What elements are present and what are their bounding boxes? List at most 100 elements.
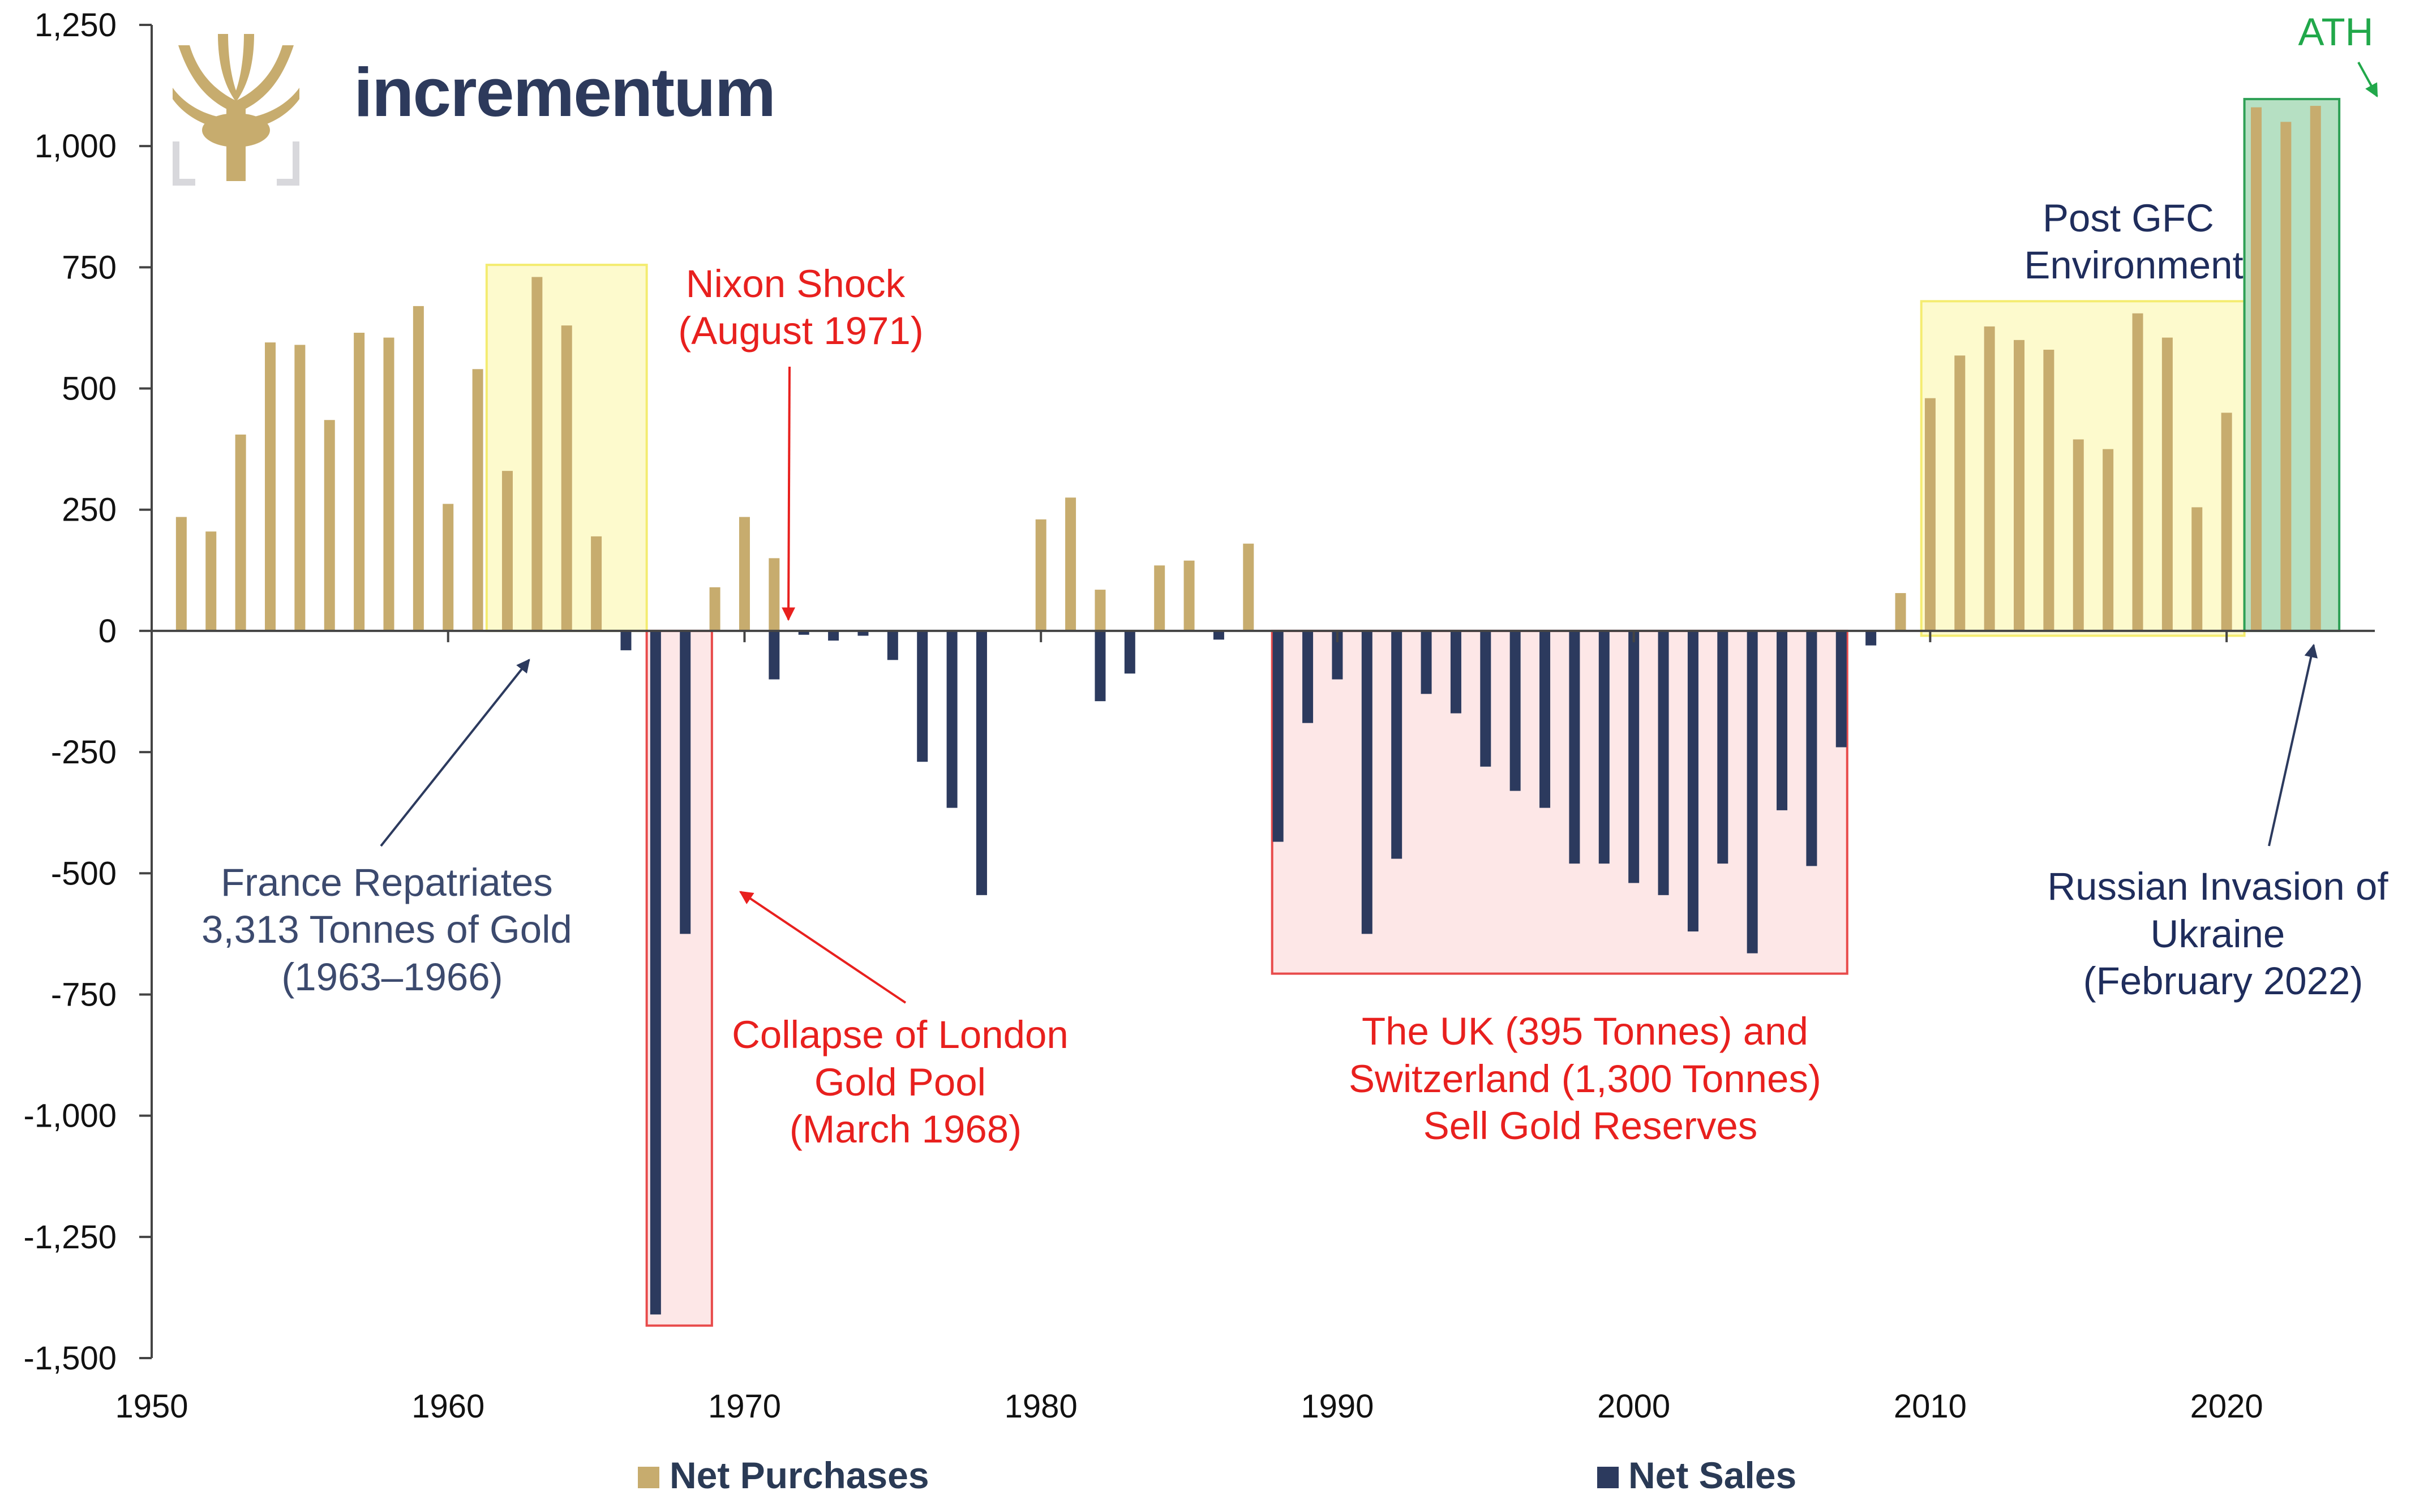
annotation-line: Nixon Shock — [686, 262, 906, 306]
bar — [1302, 630, 1314, 723]
bar — [354, 333, 365, 631]
svg-text:Nixon Shock (August 1971: Nixon Shock (August 1971) — [678, 262, 923, 353]
y-tick-label: -1,000 — [24, 1098, 117, 1135]
bar — [1806, 630, 1817, 866]
legend-item-net-purchases: Net Purchases — [638, 1454, 929, 1496]
svg-text:Russian Invasion of Ukra: Russian Invasion of Ukraine (February 20… — [2047, 865, 2399, 1003]
bar — [1450, 630, 1461, 714]
legend-item-net-sales: Net Sales — [1597, 1454, 1796, 1496]
bar — [887, 630, 898, 660]
annotation-line: The UK (395 Tonnes) and — [1362, 1010, 1808, 1053]
legend-swatch — [1597, 1467, 1619, 1488]
bar — [1687, 630, 1698, 932]
bar — [1361, 630, 1372, 934]
bar — [739, 517, 750, 631]
bar — [1183, 560, 1195, 631]
bar — [2280, 122, 2292, 631]
bar — [1421, 630, 1432, 694]
bar — [531, 277, 543, 631]
bar — [2132, 313, 2143, 631]
bar — [2310, 106, 2321, 631]
bar — [1984, 326, 1995, 631]
annotation-russia: Russian Invasion of Ukraine (February 20… — [2047, 643, 2399, 1003]
x-tick-label: 1970 — [708, 1388, 781, 1425]
y-tick-label: 1,250 — [35, 7, 117, 44]
bar — [976, 630, 987, 895]
legend-label: Net Sales — [1628, 1454, 1796, 1496]
annotation-nixon: Nixon Shock (August 1971) — [678, 262, 924, 621]
y-tick-label: 250 — [62, 492, 117, 529]
bar — [650, 630, 661, 1315]
bar — [2014, 340, 2025, 631]
bar — [1154, 565, 1165, 631]
bar — [1835, 630, 1847, 748]
bar — [501, 471, 513, 631]
bar — [680, 630, 691, 934]
bar — [205, 531, 217, 631]
bar — [1598, 630, 1610, 864]
annotation-uk-switzerland: The UK (395 Tonnes) and Switzerland (1,3… — [1349, 1010, 1821, 1148]
y-tick-label: -750 — [51, 976, 117, 1013]
bar — [2161, 337, 2173, 631]
bar — [2043, 350, 2054, 631]
bar — [620, 630, 632, 651]
bar — [1065, 497, 1076, 631]
x-tick-label: 2010 — [1894, 1388, 1967, 1425]
bar — [264, 342, 276, 631]
bar — [383, 337, 394, 631]
legend-swatch — [638, 1467, 659, 1488]
x-tick-label: 2000 — [1597, 1388, 1670, 1425]
tree-logo-icon — [173, 34, 299, 186]
bar — [1095, 590, 1106, 631]
svg-text:France Repatriates 3,313: France Repatriates 3,313 Tonnes of Gold … — [201, 861, 583, 999]
svg-text:ATH: ATH — [2298, 10, 2374, 54]
bar — [1272, 630, 1284, 842]
annotation-line: Switzerland (1,300 Tonnes) — [1349, 1057, 1821, 1101]
bar — [1243, 543, 1254, 631]
annotation-ath: ATH — [2298, 10, 2378, 98]
bar — [1658, 630, 1669, 895]
x-tick-label: 2020 — [2190, 1388, 2263, 1425]
annotation-line: (1963–1966) — [281, 955, 503, 999]
bar — [1777, 630, 1788, 810]
bar — [2103, 449, 2114, 631]
y-tick-label: -500 — [51, 855, 117, 892]
annotation-line: Gold Pool — [814, 1060, 986, 1104]
bar — [1924, 398, 1936, 631]
y-tick-label: 750 — [62, 249, 117, 286]
bar — [769, 558, 780, 631]
bar — [1539, 630, 1551, 808]
bar — [324, 420, 335, 631]
bar — [591, 536, 602, 631]
legend: Net Purchases Net Sales — [638, 1454, 1796, 1496]
annotation-line: Post GFC — [2043, 196, 2214, 240]
annotation-post-gfc: Post GFC Environment — [2024, 196, 2243, 287]
annotation-france: France Repatriates 3,313 Tonnes of Gold … — [201, 659, 583, 999]
bar — [1628, 630, 1640, 883]
x-tick-label: 1990 — [1301, 1388, 1374, 1425]
annotation-line: Russian Invasion of — [2047, 865, 2388, 908]
y-tick-label: 0 — [98, 613, 117, 650]
bar — [769, 630, 780, 680]
bar — [443, 504, 454, 631]
annotation-line: France Repatriates — [221, 861, 553, 904]
bar — [1124, 630, 1135, 674]
annotation-line: (August 1971) — [678, 309, 923, 353]
bar — [828, 630, 839, 641]
y-tick-label: -250 — [51, 734, 117, 771]
highlight-box — [1271, 629, 1848, 975]
y-tick-label: 500 — [62, 371, 117, 407]
bars-layer — [175, 106, 2321, 1315]
bar — [1717, 630, 1728, 864]
bar — [561, 325, 572, 631]
bar — [1865, 630, 1877, 646]
bar — [1747, 630, 1758, 953]
bar — [709, 587, 720, 631]
bar — [1480, 630, 1491, 767]
annotation-line: (February 2022) — [2083, 959, 2363, 1003]
bar — [235, 434, 246, 631]
bar — [2221, 413, 2232, 631]
bar — [917, 630, 928, 762]
svg-text:Collapse of London Gold: Collapse of London Gold Pool (March 1968… — [732, 1013, 1079, 1151]
